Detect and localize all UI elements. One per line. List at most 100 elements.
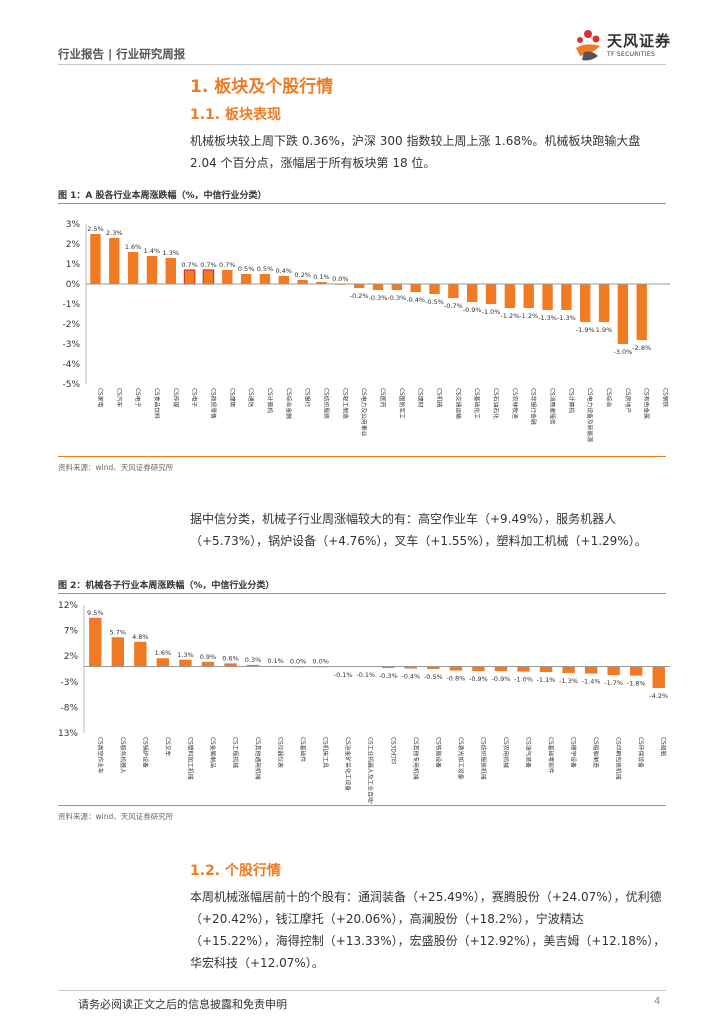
category-label: CS电子 [134, 388, 142, 408]
category-label: CS家电 [96, 388, 104, 408]
figure1-top-rule [58, 203, 666, 204]
category-label: CS电子 [191, 388, 199, 408]
data-label: -1.2% [500, 312, 519, 320]
data-label: -0.2% [350, 292, 369, 300]
category-label: CS食品饮料 [153, 388, 161, 419]
category-label: CS纺织服装 [322, 388, 330, 419]
category-label: CS环保设备 [637, 737, 645, 768]
data-label: 0.1% [267, 657, 284, 665]
figure1-source: 资料来源：wind、天风证券研究所 [58, 463, 174, 472]
bar [448, 284, 459, 298]
data-label: 1.9% [596, 326, 613, 334]
category-label: CS电力及公用事业 [360, 388, 368, 437]
figure1-title: 图 1：A 股各行业本周涨跌幅（%，中信行业分类） [58, 191, 267, 201]
data-label: 0.7% [181, 261, 198, 269]
category-label: CS其他专用机械 [412, 737, 420, 780]
bar [472, 666, 485, 672]
data-label: -0.3% [369, 294, 388, 302]
bar [278, 276, 289, 284]
data-label: -2.8% [632, 344, 651, 352]
data-label: -0.9% [492, 675, 511, 683]
bar [504, 284, 516, 308]
bar [467, 284, 478, 302]
data-label: -1.2% [519, 312, 538, 320]
bar [90, 234, 101, 284]
bar [146, 256, 158, 284]
y-tick-label: -8% [60, 703, 78, 713]
category-label: CS高空作业车 [96, 737, 104, 774]
category-label: CS印刷包装机械 [615, 737, 623, 780]
header-divider [58, 64, 666, 65]
data-label: -1.3% [538, 314, 557, 322]
y-tick-label: 2% [64, 652, 79, 662]
category-label: CS冶金矿采化工设备 [344, 737, 352, 791]
category-label: CS工程机械 [232, 737, 240, 768]
bar [109, 238, 120, 284]
bar [222, 270, 233, 284]
bar [202, 269, 215, 285]
category-label: CS银行 [304, 388, 312, 408]
figure2-bottom-rule [58, 805, 666, 806]
bar [111, 637, 125, 667]
category-label: CS石油石化 [492, 388, 500, 419]
bar [382, 666, 395, 668]
data-label: -1.3% [557, 314, 576, 322]
subindustry-paragraph: 据中信分类，机械子行业周涨幅较大的有：高空作业车（+9.49%），服务机器人（+… [190, 512, 647, 548]
bar [494, 666, 508, 672]
data-label: 0.0% [332, 275, 349, 283]
figure2-top-rule [58, 593, 666, 594]
data-label: -0.3% [379, 672, 398, 680]
sector-paragraph: 机械板块较上周下跌 0.36%，沪深 300 指数较上周上涨 1.68%。机械板… [190, 134, 641, 170]
footer-divider [58, 990, 666, 991]
category-label: CS工业机器人及工业自动化 [367, 737, 375, 804]
category-label: CS服务机器人 [119, 737, 127, 774]
category-label: CS传媒 [172, 388, 180, 408]
category-label: CS有色金属 [643, 388, 651, 419]
data-label: -0.9% [469, 675, 488, 683]
data-label: 5.7% [110, 628, 127, 636]
bar [652, 666, 665, 688]
category-label: CS基础化工 [473, 388, 481, 419]
data-label: 2.3% [106, 229, 123, 237]
data-label: 0.1% [313, 273, 330, 281]
data-label: -1.7% [604, 679, 623, 687]
category-label: CS油气装备 [525, 737, 533, 768]
data-label: -0.7% [444, 302, 463, 310]
category-label: CS计算机 [567, 388, 575, 413]
bar [427, 666, 440, 669]
data-label: 1.4% [144, 247, 161, 255]
category-label: CS计算机 [266, 388, 274, 413]
data-label: 0.2% [294, 271, 311, 279]
y-tick-label: -4% [62, 360, 80, 370]
data-label: -0.4% [406, 296, 425, 304]
report-header: 行业报告 | 行业研究周报 [58, 47, 186, 61]
figure2-source: 资料来源：wind、天风证券研究所 [58, 812, 174, 821]
y-tick-label: 1% [66, 260, 81, 270]
bar [584, 666, 598, 674]
footer-disclaimer: 请务必阅读正文之后的信息披露和免责申明 [78, 998, 287, 1011]
category-label: CS船舶制造 [592, 737, 600, 768]
data-label: -0.1% [334, 671, 353, 679]
bar [179, 659, 192, 667]
logo-name-en: TF SECURITIES [607, 51, 656, 58]
data-label: 0.5% [257, 265, 274, 273]
bar [629, 666, 643, 676]
data-label: 1.3% [163, 249, 180, 257]
data-label: -1.4% [582, 678, 601, 686]
subsection-title-sector: 1.1. 板块表现 [190, 107, 281, 123]
data-label: 9.5% [87, 609, 104, 617]
y-tick-label: 12% [58, 601, 78, 611]
category-label: CS农用机械 [502, 737, 510, 768]
section-title: 1. 板块及个股行情 [190, 77, 334, 97]
stocks-paragraph: 本周机械涨幅居前十的个股有：通润装备（+25.49%），赛腾股份（+24.07%… [190, 890, 666, 970]
bar [240, 274, 252, 284]
category-label: CS消费者服务 [549, 388, 557, 425]
bar [517, 666, 530, 672]
category-label: CS综合金融 [285, 388, 293, 419]
category-label: CS房地产 [624, 388, 632, 413]
y-tick-label: -3% [60, 678, 78, 688]
category-label: CS商贸零售 [209, 388, 217, 419]
category-label: CS仪器仪表 [277, 737, 285, 768]
data-label: 0.7% [200, 261, 217, 269]
data-label: -0.9% [463, 306, 482, 314]
